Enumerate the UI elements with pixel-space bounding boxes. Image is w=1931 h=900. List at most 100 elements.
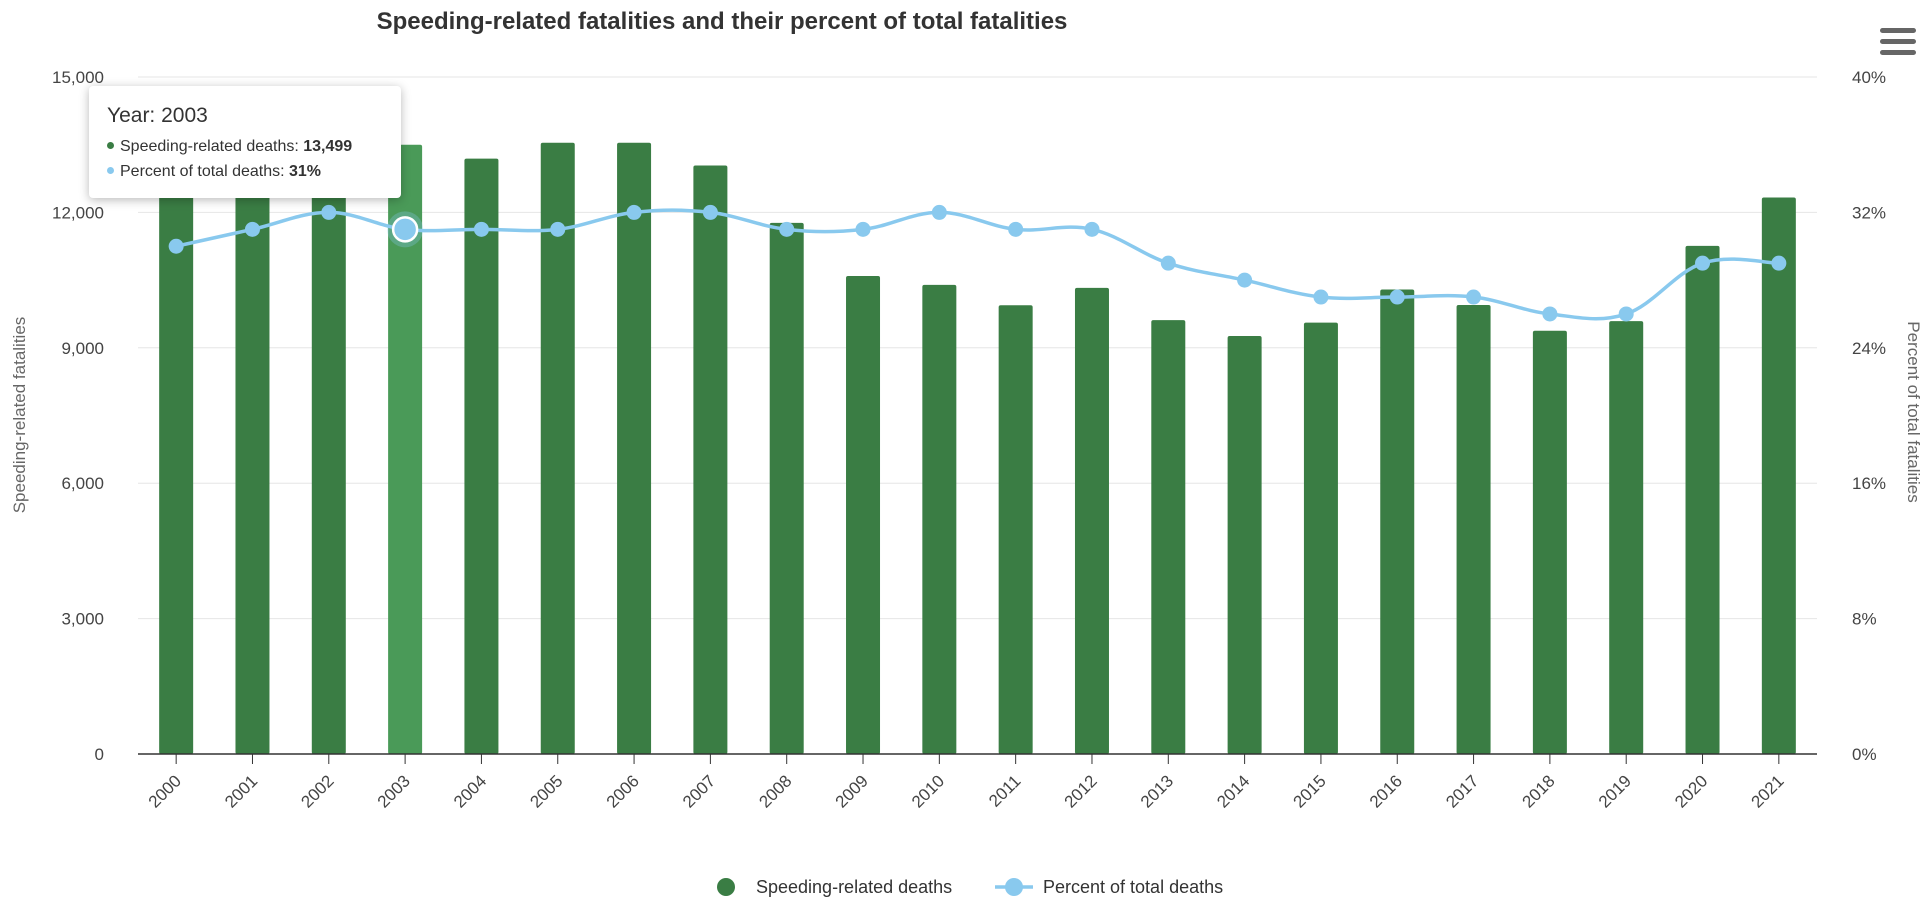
line-point[interactable] [855, 221, 871, 237]
y-tick-label: 3,000 [61, 610, 104, 629]
x-tick-label: 2012 [1061, 771, 1101, 811]
y2-tick-label: 40% [1852, 68, 1886, 87]
x-tick-label: 2018 [1519, 771, 1559, 811]
x-tick-label: 2001 [221, 771, 261, 811]
x-tick-label: 2006 [603, 771, 643, 811]
bar[interactable] [1685, 245, 1720, 755]
y-tick-label: 15,000 [52, 68, 104, 87]
y-tick-label: 6,000 [61, 474, 104, 493]
x-tick-label: 2021 [1747, 771, 1787, 811]
chart-tooltip: Year: 2003 Speeding-related deaths: 13,4… [89, 86, 401, 198]
chart-title: Speeding-related fatalities and their pe… [377, 8, 1068, 35]
line-point[interactable] [1542, 306, 1558, 322]
x-tick-label: 2005 [526, 771, 566, 811]
line-point[interactable] [321, 204, 337, 220]
x-tick-label: 2004 [450, 771, 490, 811]
bar[interactable] [1609, 321, 1644, 754]
line-point[interactable] [550, 221, 566, 237]
bar[interactable] [617, 142, 652, 754]
x-tick-label: 2019 [1595, 771, 1635, 811]
x-tick-label: 2003 [374, 771, 414, 811]
tooltip-value: 13,499 [303, 138, 353, 155]
line-point[interactable] [626, 204, 642, 220]
legend-item-speeding[interactable]: Speeding-related deaths [717, 877, 952, 897]
bar[interactable] [769, 222, 804, 754]
x-tick-label: 2014 [1213, 771, 1253, 811]
line-point[interactable] [1237, 272, 1253, 288]
bar[interactable] [1227, 335, 1262, 754]
tooltip-series-dot-icon [107, 167, 114, 175]
line-point[interactable] [473, 221, 489, 237]
y2-tick-label: 24% [1852, 339, 1886, 358]
line-point[interactable] [779, 221, 795, 237]
bar[interactable] [159, 196, 194, 754]
bar-series[interactable] [159, 135, 1796, 755]
line-point[interactable] [931, 204, 947, 220]
y-tick-label: 9,000 [61, 339, 104, 358]
bar[interactable] [235, 174, 270, 754]
bar[interactable] [1380, 289, 1415, 754]
line-point[interactable] [1313, 289, 1329, 305]
bar[interactable] [693, 165, 728, 755]
line-point[interactable] [1389, 289, 1405, 305]
legend-label: Speeding-related deaths [756, 877, 952, 897]
x-tick-label: 2007 [679, 771, 719, 811]
y2-tick-label: 0% [1852, 745, 1877, 764]
line-point[interactable] [1618, 306, 1634, 322]
x-tick-label: 2013 [1137, 771, 1177, 811]
percent-line [175, 208, 1779, 321]
tooltip-series-dot-icon [107, 142, 114, 150]
line-point[interactable] [1084, 221, 1100, 237]
x-tick-label: 2000 [145, 771, 185, 811]
bar[interactable] [1074, 287, 1109, 754]
bar[interactable] [998, 305, 1033, 754]
line-point[interactable] [702, 204, 718, 220]
bar[interactable] [1456, 305, 1491, 754]
tooltip-row-speeding: Speeding-related deaths: 13,499 [107, 134, 383, 159]
line-point[interactable] [1008, 221, 1024, 237]
line-point-highlighted[interactable] [391, 216, 419, 243]
line-point[interactable] [1160, 255, 1176, 271]
line-series[interactable] [168, 204, 1787, 322]
x-tick-label: 2017 [1442, 771, 1482, 811]
x-tick-label: 2020 [1671, 771, 1711, 811]
tooltip-row-percent: Percent of total deaths: 31% [107, 159, 383, 184]
legend[interactable]: Speeding-related deaths Percent of total … [717, 877, 1223, 897]
bar[interactable] [388, 144, 423, 755]
bar[interactable] [540, 142, 575, 754]
x-tick-label: 2016 [1366, 771, 1406, 811]
y-tick-label: 12,000 [52, 203, 104, 222]
line-point[interactable] [1771, 255, 1787, 271]
menu-bar [1880, 50, 1916, 55]
legend-item-percent[interactable]: Percent of total deaths [995, 877, 1223, 897]
bar[interactable] [1532, 330, 1567, 754]
y-tick-label: 0 [95, 745, 104, 764]
legend-circle-icon [717, 878, 735, 896]
line-point[interactable] [1466, 289, 1482, 305]
x-tick-label: 2015 [1290, 771, 1330, 811]
menu-bar [1880, 28, 1916, 33]
bar[interactable] [922, 284, 957, 754]
x-tick-label: 2008 [755, 771, 795, 811]
bar[interactable] [311, 135, 346, 754]
tooltip-header: Year: 2003 [107, 104, 208, 127]
line-point[interactable] [168, 238, 184, 254]
x-tick-label: 2010 [908, 771, 948, 811]
bar[interactable] [846, 275, 881, 754]
y2-tick-label: 16% [1852, 474, 1886, 493]
x-tick-label: 2002 [297, 771, 337, 811]
tooltip-value: 31% [289, 163, 322, 180]
hamburger-menu-icon[interactable] [1876, 22, 1920, 62]
legend-label: Percent of total deaths [1043, 877, 1223, 897]
bar[interactable] [1303, 322, 1338, 754]
y-axis-title: Speeding-related fatalities [10, 317, 29, 514]
bar[interactable] [1151, 320, 1186, 754]
menu-bar [1880, 39, 1916, 44]
line-point[interactable] [1695, 255, 1711, 271]
y2-tick-label: 8% [1852, 610, 1877, 629]
bar[interactable] [1761, 197, 1796, 755]
bar[interactable] [464, 158, 499, 754]
tooltip-label: Percent of total deaths: [120, 163, 289, 180]
line-point[interactable] [244, 221, 260, 237]
